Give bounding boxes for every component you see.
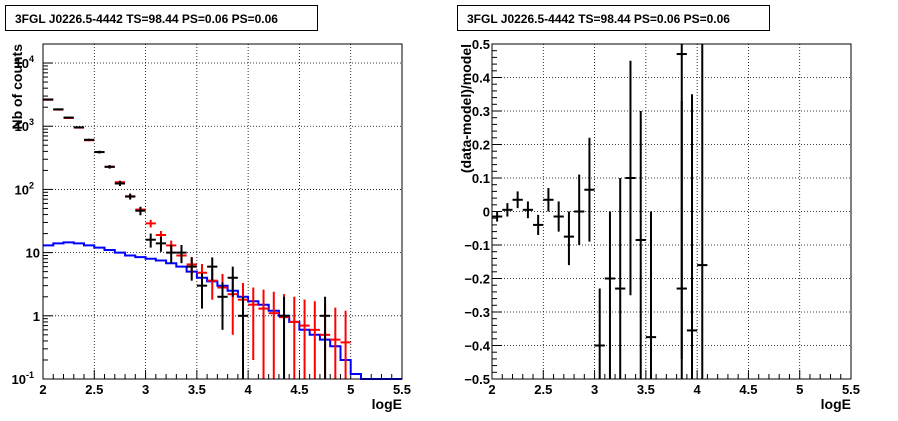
residual-point bbox=[625, 60, 636, 296]
data-point bbox=[155, 236, 167, 252]
data-point bbox=[196, 273, 208, 309]
data-point bbox=[84, 138, 95, 141]
x-tick-label: 3.5 bbox=[637, 382, 655, 397]
residual-point bbox=[676, 44, 687, 359]
residual-point bbox=[533, 214, 544, 235]
model-point bbox=[145, 219, 156, 228]
y-tick-label: 0 bbox=[483, 205, 490, 220]
y-tick-label: 104 bbox=[15, 54, 34, 71]
model-point bbox=[309, 301, 320, 379]
x-tick-label: 2.5 bbox=[85, 382, 103, 397]
residual-point bbox=[635, 111, 646, 379]
residual-point bbox=[604, 211, 616, 379]
y-tick-label: 0.3 bbox=[472, 104, 490, 119]
data-point bbox=[217, 282, 228, 330]
x-tick-label: 4.5 bbox=[739, 382, 757, 397]
model-point bbox=[299, 299, 310, 379]
data-point bbox=[73, 126, 85, 129]
residual-point bbox=[563, 211, 575, 266]
data-point bbox=[278, 296, 290, 379]
data-point bbox=[207, 257, 218, 281]
data-point bbox=[176, 244, 187, 264]
data-point bbox=[94, 150, 105, 154]
data-point bbox=[63, 116, 74, 119]
data-point bbox=[145, 233, 156, 248]
model-point bbox=[330, 307, 341, 379]
x-axis-label: logE bbox=[821, 396, 851, 412]
residual-point bbox=[492, 211, 503, 222]
y-tick-label: 10-1 bbox=[12, 370, 34, 387]
residuals-panel: 2 2.5 3 3.5 4 4.5 5 5.5 −0.5 −0.4 −0.3 −0.2 −0.1 0 0.1… bbox=[449, 0, 898, 421]
x-tick-label: 4 bbox=[694, 382, 702, 397]
x-tick-label: 2 bbox=[39, 382, 46, 397]
residual-point bbox=[584, 137, 595, 242]
y-axis-label: Nb of counts bbox=[9, 44, 25, 130]
y-tick-label: 103 bbox=[15, 117, 34, 134]
model-point bbox=[248, 287, 259, 360]
residual-point bbox=[594, 288, 605, 379]
counts-chart-title: 3FGL J0226.5-4442 TS=98.44 PS=0.06 PS=0.… bbox=[5, 5, 318, 31]
plot-frame bbox=[491, 43, 852, 380]
model-point bbox=[258, 289, 269, 379]
residual-point bbox=[502, 203, 513, 217]
x-tick-label: 4.5 bbox=[290, 382, 308, 397]
x-tick-label: 3 bbox=[142, 382, 149, 397]
data-point bbox=[166, 244, 177, 264]
y-tick-label: −0.3 bbox=[464, 305, 490, 320]
x-tick-label: 2 bbox=[488, 382, 495, 397]
data-point bbox=[53, 108, 64, 111]
residual-point bbox=[574, 174, 585, 245]
y-tick-label: 0.4 bbox=[472, 71, 491, 86]
x-tick-label: 5.5 bbox=[842, 382, 860, 397]
residual-point bbox=[697, 44, 708, 379]
y-tick-label: 10 bbox=[26, 246, 40, 261]
model-point bbox=[289, 296, 300, 379]
y-tick-label: 0.2 bbox=[472, 138, 490, 153]
plot-area bbox=[492, 44, 851, 379]
y-tick-label: −0.1 bbox=[464, 238, 490, 253]
data-point bbox=[135, 206, 146, 216]
model-point bbox=[340, 310, 351, 379]
data-point bbox=[104, 165, 115, 169]
residual-point bbox=[686, 94, 698, 379]
y-tick-label: 0.1 bbox=[472, 171, 490, 186]
residuals-chart: 2 2.5 3 3.5 4 4.5 5 5.5 −0.5 −0.4 −0.3 −0.2 −0.1 0 0.1… bbox=[458, 37, 860, 412]
x-tick-label: 5.5 bbox=[393, 382, 411, 397]
y-tick-label: −0.2 bbox=[464, 272, 490, 287]
data-point bbox=[114, 181, 126, 187]
y-tick-label: 1 bbox=[33, 309, 40, 324]
x-tick-label: 2.5 bbox=[534, 382, 552, 397]
y-axis-label: (data-model)/model bbox=[458, 44, 474, 173]
counts-chart: 2 2.5 3 3.5 4 4.5 5 5.5 10-1 1 10 102 103 104 logE Nb o… bbox=[9, 43, 411, 412]
y-tick-label: 102 bbox=[15, 180, 34, 197]
x-tick-label: 3.5 bbox=[188, 382, 206, 397]
data-point bbox=[237, 296, 249, 379]
counts-panel: 2 2.5 3 3.5 4 4.5 5 5.5 10-1 1 10 102 103 104 logE Nb o… bbox=[5, 5, 411, 412]
data-point bbox=[227, 266, 238, 297]
y-tick-label: −0.5 bbox=[464, 372, 490, 387]
residual-point bbox=[615, 178, 626, 379]
data-point bbox=[125, 193, 136, 200]
residual-point bbox=[645, 211, 657, 379]
x-tick-label: 3 bbox=[591, 382, 598, 397]
y-tick-label: −0.4 bbox=[464, 339, 490, 354]
x-tick-label: 4 bbox=[245, 382, 253, 397]
model-point bbox=[268, 291, 279, 379]
y-tick-label: 0.5 bbox=[472, 37, 490, 52]
x-tick-label: 5 bbox=[796, 382, 803, 397]
data-point bbox=[43, 98, 54, 101]
residual-point bbox=[522, 201, 534, 219]
x-axis-label: logE bbox=[372, 396, 402, 412]
data-point bbox=[319, 296, 331, 379]
x-tick-label: 5 bbox=[347, 382, 354, 397]
residuals-chart-title: 3FGL J0226.5-4442 TS=98.44 PS=0.06 PS=0.… bbox=[457, 5, 770, 31]
data-point bbox=[186, 257, 197, 281]
residual-point bbox=[543, 188, 554, 212]
residual-point bbox=[512, 191, 523, 209]
plot-frame bbox=[42, 43, 403, 380]
residual-point bbox=[553, 201, 564, 232]
